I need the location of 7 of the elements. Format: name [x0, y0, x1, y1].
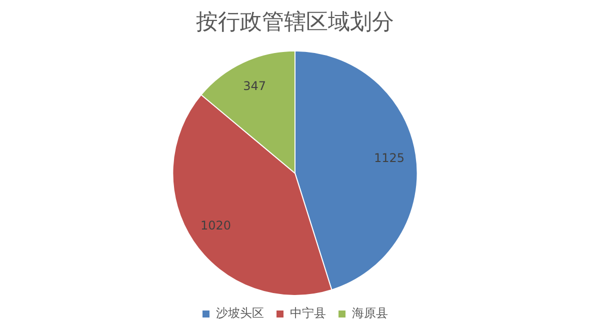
chart-title: 按行政管辖区域划分	[196, 10, 394, 35]
data-label: 1125	[374, 150, 405, 165]
legend-label: 中宁县	[290, 306, 326, 320]
legend-label: 海原县	[352, 306, 388, 320]
data-label: 1020	[200, 218, 232, 232]
legend-label: 沙坡头区	[216, 306, 264, 320]
data-label: 347	[243, 78, 266, 93]
